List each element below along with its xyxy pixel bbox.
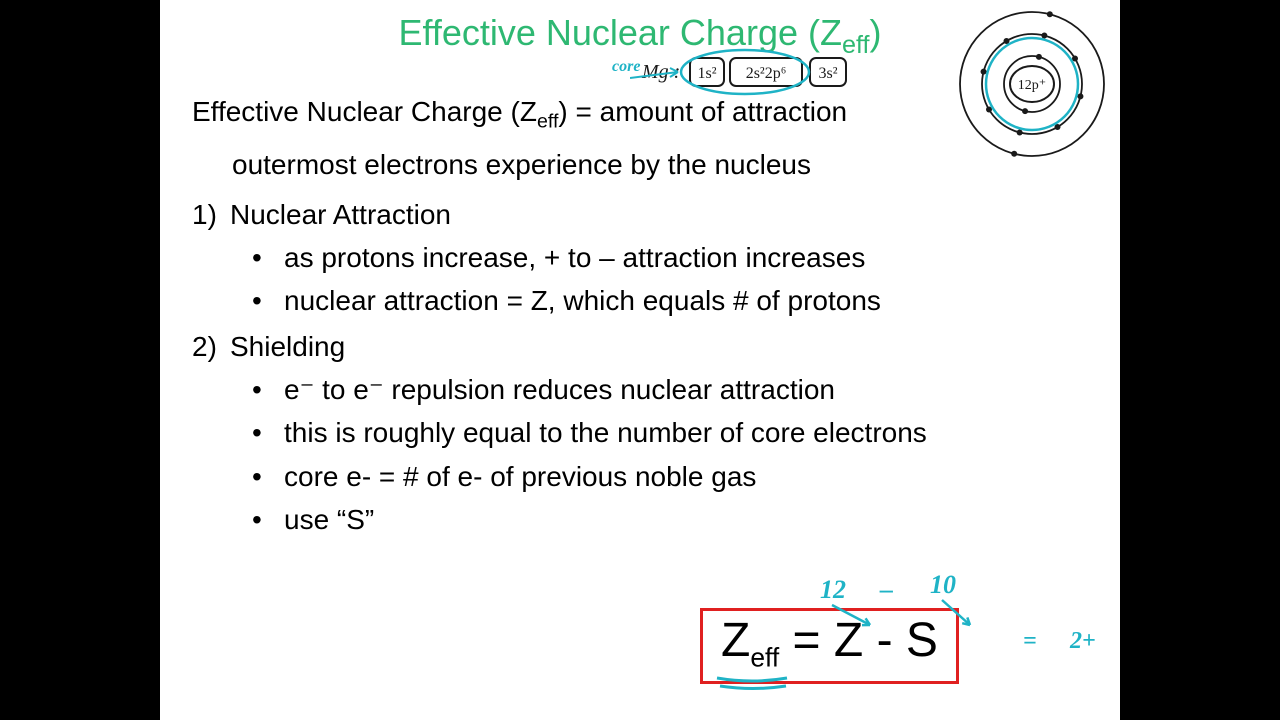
- annotation-twelve: 12: [820, 575, 846, 605]
- annotation-minus: –: [880, 575, 893, 605]
- svg-text:2s²2p⁶: 2s²2p⁶: [746, 65, 787, 82]
- point-2: 2)Shielding e⁻ to e⁻ repulsion reduces n…: [192, 325, 1092, 542]
- bullet: nuclear attraction = Z, which equals # o…: [252, 279, 1092, 322]
- point-2-bullets: e⁻ to e⁻ repulsion reduces nuclear attra…: [252, 368, 1092, 542]
- formula-box: Zeff = Z - S: [700, 608, 959, 684]
- point-2-heading: Shielding: [230, 331, 345, 362]
- svg-text:12p⁺: 12p⁺: [1018, 78, 1046, 93]
- point-1-bullets: as protons increase, + to – attraction i…: [252, 236, 1092, 323]
- bullet: use “S”: [252, 498, 1092, 541]
- annotation-result: 2+: [1070, 628, 1096, 655]
- point-1-heading: Nuclear Attraction: [230, 199, 451, 230]
- bullet: as protons increase, + to – attraction i…: [252, 236, 1092, 279]
- atom-diagram: 12p⁺: [952, 4, 1112, 164]
- bullet: core e- = # of e- of previous noble gas: [252, 455, 1092, 498]
- svg-text:1s²: 1s²: [697, 65, 716, 82]
- annotation-equals: =: [1023, 628, 1037, 655]
- numbered-list: 1)Nuclear Attraction as protons increase…: [192, 193, 1092, 542]
- bullet: this is roughly equal to the number of c…: [252, 411, 1092, 454]
- core-label: core: [612, 58, 640, 76]
- svg-text:3s²: 3s²: [818, 65, 837, 82]
- point-2-num: 2): [192, 325, 230, 368]
- bullet: e⁻ to e⁻ repulsion reduces nuclear attra…: [252, 368, 1092, 411]
- electron-config-annotation: Mg :1s²2s²2p⁶3s²: [630, 48, 930, 118]
- point-1-num: 1): [192, 193, 230, 236]
- point-1: 1)Nuclear Attraction as protons increase…: [192, 193, 1092, 323]
- slide-area: Effective Nuclear Charge (Zeff) Effectiv…: [160, 0, 1120, 720]
- annotation-ten: 10: [930, 570, 956, 600]
